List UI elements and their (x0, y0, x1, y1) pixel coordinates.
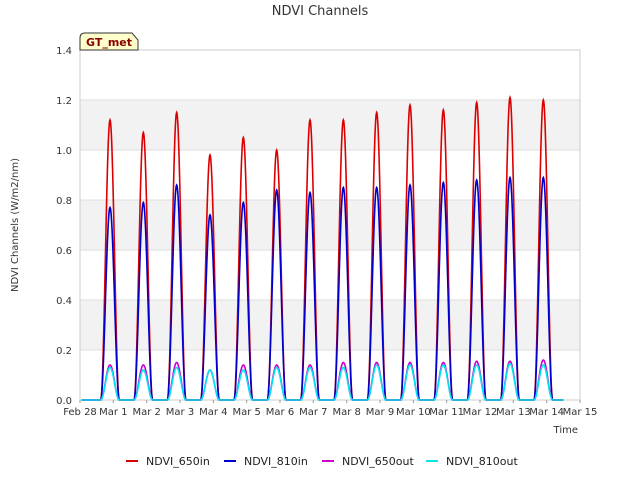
series-layer (81, 95, 564, 401)
gt-met-badge: GT_met (79, 32, 139, 51)
y-tick-label: 1.0 (56, 146, 72, 157)
x-tick-label: Feb 28 (63, 407, 97, 418)
x-tick-label: Mar 12 (463, 407, 498, 418)
x-tick-label: Mar 9 (366, 407, 394, 418)
x-tick-label: Mar 3 (166, 407, 194, 418)
x-tick-label: Mar 5 (232, 407, 260, 418)
series-line-NDVI_810out (81, 362, 564, 401)
x-tick-label: Mar 13 (496, 407, 531, 418)
grid-bands (80, 100, 580, 350)
y-axis-title: NDVI Channels (W/m2/nm) (10, 158, 21, 292)
y-tick-label: 0.6 (56, 246, 72, 257)
y-tick-label: 0.0 (56, 396, 72, 407)
x-axis-ticks: Feb 28 Mar 1 Mar 2 Mar 3 Mar 4 Mar 5 Mar 6 Mar … (63, 400, 597, 418)
legend-label: NDVI_650out (342, 455, 414, 468)
y-tick-label: 1.4 (56, 46, 72, 57)
y-tick-label: 0.4 (56, 296, 72, 307)
x-tick-label: Mar 2 (132, 407, 160, 418)
y-tick-label: 1.2 (56, 96, 72, 107)
grid-band (80, 300, 580, 350)
legend-label: NDVI_810out (446, 455, 518, 468)
grid-band (80, 100, 580, 150)
legend: NDVI_650in NDVI_810in NDVI_650out NDVI_810o… (126, 455, 518, 468)
chart-title: NDVI Channels (272, 4, 369, 19)
legend-label: NDVI_810in (244, 455, 308, 468)
y-tick-label: 0.8 (56, 196, 72, 207)
x-tick-label: Mar 8 (332, 407, 360, 418)
x-tick-label: Mar 7 (299, 407, 327, 418)
x-tick-label: Mar 11 (429, 407, 464, 418)
badge-label: GT_met (86, 36, 132, 49)
y-axis-ticks: 0.0 0.2 0.4 0.6 0.8 1.0 1.2 1.4 (56, 46, 72, 407)
x-tick-label: Mar 1 (99, 407, 127, 418)
x-tick-label: Mar 4 (199, 407, 227, 418)
legend-label: NDVI_650in (146, 455, 210, 468)
x-tick-label: Mar 10 (396, 407, 431, 418)
y-tick-label: 0.2 (56, 346, 72, 357)
x-tick-label: Mar 6 (266, 407, 294, 418)
grid-band (80, 200, 580, 250)
x-tick-label: Mar 14 (529, 407, 564, 418)
x-axis-title: Time (553, 425, 578, 436)
x-tick-label: Mar 15 (563, 407, 598, 418)
